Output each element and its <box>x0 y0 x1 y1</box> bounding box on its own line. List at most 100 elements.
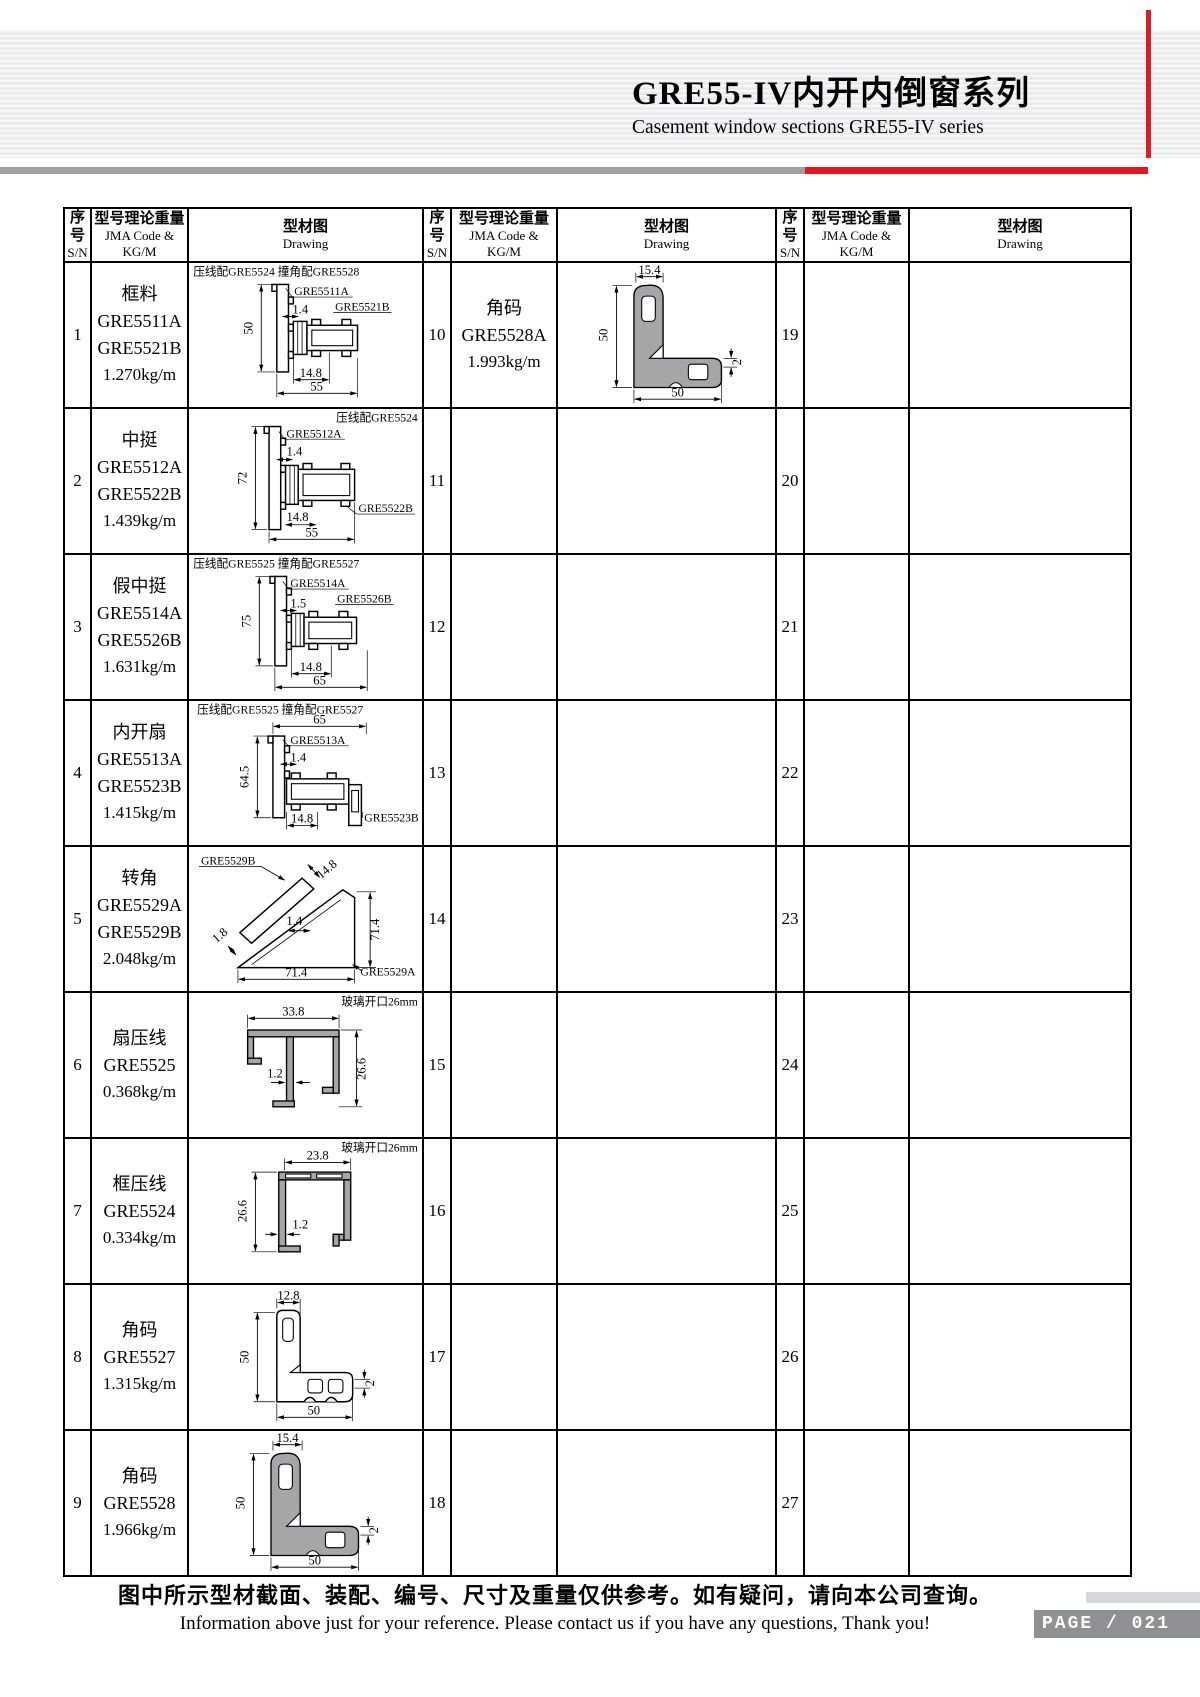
header-red-bar <box>805 167 1148 174</box>
empty-code-cell <box>450 1136 558 1285</box>
drawing-cell: 压线配GRE5525 撞角配GRE5527 65 GRE5513A 1. <box>187 698 424 847</box>
drawing-cell: 玻璃开口26mm 23.8 26.6 1.2 <box>187 1136 424 1285</box>
empty-code-cell <box>450 1282 558 1431</box>
empty-drawing-cell <box>556 844 777 993</box>
dim-label: 65 <box>313 712 326 726</box>
dim-label: 2 <box>730 359 744 365</box>
profile-label: GRE5522B <box>358 502 413 515</box>
sn-cell: 3 <box>63 552 92 701</box>
table-row: 9 角码 GRE5528 1.966kg/m 15.4 50 <box>63 1428 1132 1577</box>
drawing-cell: GRE5529B 14.8 71.4 1.8 1.4 71.4 GRE5529A <box>187 844 424 993</box>
table-row: 2 中挺 GRE5512A GRE5522B 1.439kg/m 压线配GRE5524 <box>63 406 1132 555</box>
sn-cell: 19 <box>775 260 805 409</box>
drawing-cell: 15.4 50 2 50 <box>187 1428 424 1577</box>
dim-label: 1.4 <box>292 302 308 316</box>
empty-code-cell <box>803 844 910 993</box>
header-code-1: 型号理论重量 JMA Code & KG/M <box>90 207 189 263</box>
empty-drawing-cell <box>556 552 777 701</box>
drawing-cell: 15.4 50 2 50 <box>556 260 777 409</box>
sn-cell: 12 <box>422 552 452 701</box>
code-cell: 转角 GRE5529A GRE5529B 2.048kg/m <box>90 844 189 993</box>
table-row: 5 转角 GRE5529A GRE5529B 2.048kg/m GRE5529B 1… <box>63 844 1132 993</box>
header-sn-1: 序号 S/N <box>63 207 92 263</box>
code-cell: 角码 GRE5528 1.966kg/m <box>90 1428 189 1577</box>
empty-code-cell <box>803 260 910 409</box>
empty-drawing-cell <box>908 1428 1132 1577</box>
note-label: 压线配GRE5525 撞角配GRE5527 <box>193 557 359 571</box>
sn-cell: 7 <box>63 1136 92 1285</box>
empty-code-cell <box>803 552 910 701</box>
page-title-en: Casement window sections GRE55-IV series <box>632 116 984 138</box>
note-label: 压线配GRE5525 撞角配GRE5527 <box>197 703 363 717</box>
sn-cell: 20 <box>775 406 805 555</box>
code-cell: 内开扇 GRE5513A GRE5523B 1.415kg/m <box>90 698 189 847</box>
empty-drawing-cell <box>556 1428 777 1577</box>
dim-label: 72 <box>236 471 250 484</box>
dim-label: 71.4 <box>285 965 308 979</box>
header-sn-3: 序号 S/N <box>775 207 805 263</box>
dim-label: 1.2 <box>292 1217 308 1231</box>
table-row: 6 扇压线 GRE5525 0.368kg/m 玻璃开口26mm 33.8 1.2 <box>63 990 1132 1139</box>
footer-note-zh: 图中所示型材截面、装配、编号、尺寸及重量仅供参考。如有疑问，请向本公司查询。 <box>117 1583 992 1608</box>
page-number-badge: PAGE / 021 <box>1034 1610 1200 1638</box>
dim-label: 15.4 <box>276 1433 299 1445</box>
sn-cell: 8 <box>63 1282 92 1431</box>
code-cell: 假中挺 GRE5514A GRE5526B 1.631kg/m <box>90 552 189 701</box>
profile-table: 序号 S/N 型号理论重量 JMA Code & KG/M 型材图 Drawing 序… <box>63 207 1132 1577</box>
sash-bead-drawing: 玻璃开口26mm 33.8 1.2 26.6 <box>246 995 418 1108</box>
dim-label: 23.8 <box>307 1148 329 1162</box>
dim-label: 14.8 <box>300 365 322 379</box>
sn-cell: 16 <box>422 1136 452 1285</box>
profile-label: GRE5521B <box>335 300 390 313</box>
header-red-accent <box>1146 10 1151 158</box>
empty-drawing-cell <box>556 1282 777 1431</box>
header-gray-bar <box>0 167 805 174</box>
header-sn-2: 序号 S/N <box>422 207 452 263</box>
dim-label: 75 <box>240 614 254 627</box>
sn-cell: 1 <box>63 260 92 409</box>
dim-label: 26.6 <box>354 1057 368 1079</box>
sn-cell: 14 <box>422 844 452 993</box>
dim-label: 50 <box>242 321 256 334</box>
note-label: 压线配GRE5524 撞角配GRE5528 <box>193 265 359 279</box>
dim-label: 1.2 <box>267 1066 283 1080</box>
empty-drawing-cell <box>556 698 777 847</box>
dim-label: 2 <box>363 1380 377 1386</box>
page-badge-accent <box>1086 1592 1200 1603</box>
code-cell: 角码 GRE5528A 1.993kg/m <box>450 260 558 409</box>
empty-code-cell <box>803 1136 910 1285</box>
empty-drawing-cell <box>908 260 1132 409</box>
corner-bracket-drawing: 12.8 50 2 50 <box>238 1288 377 1421</box>
sn-cell: 4 <box>63 698 92 847</box>
empty-code-cell <box>450 844 558 993</box>
sn-cell: 27 <box>775 1428 805 1577</box>
code-cell: 框料 GRE5511A GRE5521B 1.270kg/m <box>90 260 189 409</box>
empty-code-cell <box>450 990 558 1139</box>
sn-cell: 26 <box>775 1282 805 1431</box>
false-mullion-drawing: 压线配GRE5525 撞角配GRE5527 GRE5514A GRE5526B <box>193 557 394 691</box>
drawing-cell: 12.8 50 2 50 <box>187 1282 424 1431</box>
frame-bead-drawing: 玻璃开口26mm 23.8 26.6 1.2 <box>236 1141 418 1253</box>
dim-label: 15.4 <box>638 265 661 277</box>
empty-drawing-cell <box>556 1136 777 1285</box>
header-code-3: 型号理论重量 JMA Code & KG/M <box>803 207 910 263</box>
drawing-cell: 压线配GRE5524 撞角配GRE5528 50 GRE5511A <box>187 260 424 409</box>
drawing-cell: 压线配GRE5525 撞角配GRE5527 GRE5514A GRE5526B <box>187 552 424 701</box>
profile-label: GRE5523B <box>364 811 419 824</box>
footer-note: 图中所示型材截面、装配、编号、尺寸及重量仅供参考。如有疑问，请向本公司查询。 I… <box>90 1578 1020 1635</box>
empty-drawing-cell <box>908 1136 1132 1285</box>
drawing-cell: 玻璃开口26mm 33.8 1.2 26.6 <box>187 990 424 1139</box>
dim-label: 71.4 <box>368 918 382 941</box>
code-cell: 框压线 GRE5524 0.334kg/m <box>90 1136 189 1285</box>
dim-label: 1.4 <box>287 444 303 458</box>
note-label: 压线配GRE5524 <box>336 411 418 425</box>
sn-cell: 10 <box>422 260 452 409</box>
dim-label: 50 <box>307 1403 320 1417</box>
header-drawing-3: 型材图 Drawing <box>908 207 1132 263</box>
empty-code-cell <box>450 698 558 847</box>
profile-label: GRE5514A <box>290 577 346 590</box>
table-row: 8 角码 GRE5527 1.315kg/m 12.8 50 <box>63 1282 1132 1431</box>
sn-cell: 6 <box>63 990 92 1139</box>
title-block: GRE55-IV内开内倒窗系列 Casement window sections… <box>632 76 1172 139</box>
